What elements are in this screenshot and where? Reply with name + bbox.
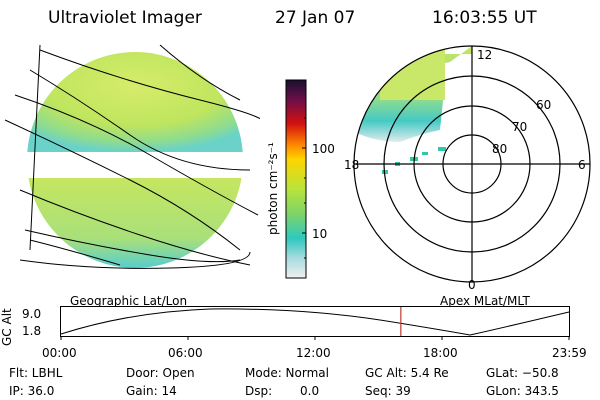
mlat-label-60: 60 [536,98,552,112]
mode-info: Mode: Normal [245,366,329,380]
instrument-title: Ultraviolet Imager [48,8,202,28]
timeline-xtick-1: 06:00 [168,346,203,360]
time-label: 16:03:55 UT [432,8,537,28]
ip-info: IP: 36.0 [9,384,55,398]
mlt-label-6: 6 [578,158,586,172]
timeline-plot [60,306,570,340]
colorbar-tick-100: 100 [312,142,335,156]
dsp-label: Dsp: [245,384,273,398]
timeline-xtick-3: 18:00 [423,346,458,360]
dsp-value: 0.0 [300,384,320,398]
mlat-label-70: 70 [512,120,528,134]
apex-caption: Apex MLat/MLT [440,294,530,308]
gain-info: Gain: 14 [126,384,177,398]
timeline-ytick-top: 9.0 [22,307,42,321]
geographic-caption: Geographic Lat/Lon [70,294,188,308]
polar-grid [353,45,591,283]
timeline-ytick-bottom: 1.8 [22,324,42,338]
timeline-xtick-0: 00:00 [42,346,77,360]
gc-alt-info: GC Alt: 5.4 Re [365,366,449,380]
seq-info: Seq: 39 [365,384,411,398]
timeline-xtick-2: 12:00 [296,346,331,360]
colorbar-unit-label: photon cm⁻²s⁻¹ [266,142,280,235]
filter-info: Flt: LBHL [9,366,63,380]
mlat-label-80: 80 [492,142,508,156]
intensity-colorbar [285,79,307,279]
glat-info: GLat: −50.8 [486,366,559,380]
geographic-grid-lines [4,44,260,269]
date-label: 27 Jan 07 [275,8,356,28]
polar-mlat-mlt-plot [353,45,591,283]
door-info: Door: Open [126,366,195,380]
geographic-image-panel [4,44,260,269]
altitude-curve [60,308,570,336]
mlt-label-0: 0 [468,278,476,292]
glon-info: GLon: 343.5 [486,384,559,398]
mlt-label-12: 12 [477,48,493,62]
colorbar-tick-10: 10 [312,227,328,241]
mlt-label-18: 18 [344,158,360,172]
timeline-xtick-4: 23:59 [552,346,587,360]
timeline-ylabel: GC Alt [0,308,14,346]
